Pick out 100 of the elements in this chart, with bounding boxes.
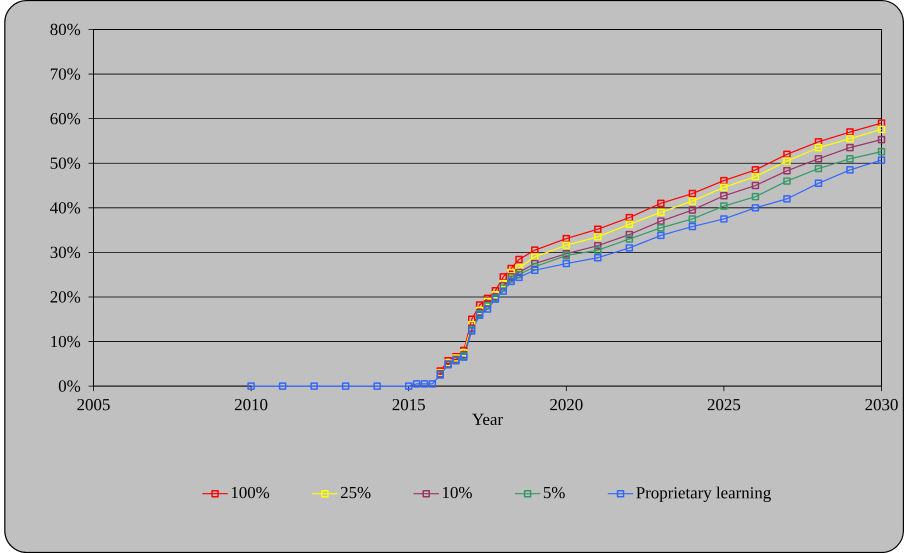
y-tick-label: 80%: [50, 24, 80, 36]
point: [531, 266, 539, 274]
point: [247, 382, 255, 390]
point: [783, 150, 791, 158]
point: [878, 126, 886, 134]
point: [531, 246, 539, 254]
point: [626, 244, 634, 252]
point: [562, 241, 570, 249]
point: [657, 224, 665, 232]
point: [814, 144, 822, 152]
point: [428, 380, 436, 388]
y-tick-label: 0%: [58, 380, 80, 392]
point: [515, 264, 523, 272]
point: [814, 138, 822, 146]
point: [657, 232, 665, 240]
point: [562, 234, 570, 242]
point: [720, 184, 728, 191]
y-tick-label: 30%: [50, 246, 80, 258]
point: [484, 305, 492, 313]
point: [846, 154, 854, 162]
y-tick-label: 40%: [50, 202, 80, 214]
point: [752, 166, 760, 174]
x-tick-label: 2010: [234, 398, 268, 410]
point: [878, 156, 886, 164]
point: [720, 215, 728, 223]
point: [783, 177, 791, 185]
point: [507, 268, 515, 276]
point: [594, 254, 602, 262]
point: [814, 179, 822, 187]
x-tick-label: 2005: [77, 398, 110, 410]
point: [594, 242, 602, 250]
point: [688, 215, 696, 223]
point: [688, 222, 696, 230]
legend-label: 5%: [544, 486, 565, 498]
point: [846, 134, 854, 142]
point: [594, 232, 602, 240]
point: [531, 262, 539, 270]
point: [484, 302, 492, 310]
point: [814, 164, 822, 172]
point: [814, 154, 822, 162]
point: [846, 128, 854, 136]
x-tick-label: 2025: [708, 398, 740, 410]
point: [594, 225, 602, 233]
point: [484, 294, 492, 302]
point: [752, 192, 760, 200]
point: [626, 235, 634, 243]
point: [342, 382, 350, 390]
point: [420, 380, 428, 388]
point: [657, 208, 665, 216]
point: [752, 182, 760, 190]
x-tick-label: 2020: [550, 398, 583, 410]
x-axis-title: Year: [472, 414, 503, 425]
point: [507, 264, 515, 272]
point: [515, 274, 523, 282]
point: [507, 278, 515, 286]
point: [500, 287, 507, 295]
y-tick-label: 70%: [50, 68, 80, 80]
y-tick-label: 20%: [50, 291, 80, 303]
point: [846, 144, 854, 152]
point: [626, 214, 634, 222]
point: [878, 136, 886, 144]
point: [688, 190, 696, 198]
point: [515, 256, 523, 264]
point: [846, 166, 854, 174]
point: [373, 382, 381, 390]
point: [878, 148, 886, 156]
point: [500, 284, 507, 292]
point: [562, 260, 570, 268]
point: [500, 273, 507, 281]
point: [412, 380, 420, 388]
point: [310, 382, 318, 390]
point: [468, 315, 476, 323]
point: [783, 195, 791, 203]
y-tick-label: 60%: [50, 112, 80, 124]
legend-label: Proprietary learning: [636, 486, 771, 502]
point: [752, 204, 760, 212]
point: [720, 176, 728, 184]
point: [720, 192, 728, 200]
legend-label: 100%: [232, 486, 270, 498]
point: [657, 200, 665, 208]
x-tick-label: 2030: [865, 398, 898, 410]
point: [476, 301, 484, 309]
point: [657, 217, 665, 225]
point: [752, 172, 760, 180]
point: [783, 167, 791, 174]
point: [688, 206, 696, 214]
x-tick-label: 2015: [392, 398, 425, 410]
y-tick-label: 10%: [51, 336, 80, 348]
point: [688, 197, 696, 205]
point: [626, 220, 634, 228]
point: [783, 157, 791, 165]
point: [531, 253, 539, 261]
legend-label: 10%: [443, 486, 472, 498]
y-tick-label: 50%: [50, 157, 80, 169]
legend-label: 25%: [340, 486, 371, 498]
point: [404, 382, 412, 390]
point: [720, 202, 728, 210]
point: [878, 119, 886, 127]
point: [626, 230, 634, 238]
point: [278, 382, 286, 390]
